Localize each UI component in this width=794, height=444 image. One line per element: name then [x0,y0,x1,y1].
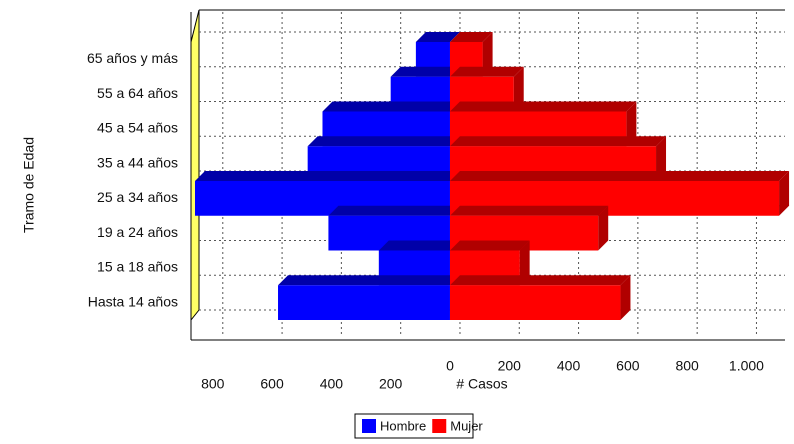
y-tick-label: 45 a 54 años [97,120,178,136]
bar-top-face [449,136,667,147]
bar-side-face [598,205,609,251]
x-tick-label: 600 [616,358,640,374]
x-tick-label: 400 [557,358,581,374]
bar-top-face [378,240,460,251]
y-tick-label: 25 a 34 años [97,189,178,205]
x-tick-label: 200 [379,376,403,392]
bar [278,285,450,320]
x-tick-label: 400 [320,376,344,392]
bar-top-face [449,32,493,42]
bar-side-face [620,275,631,320]
legend-swatch [432,419,447,433]
y-tick-label: 35 a 44 años [97,154,178,170]
bar-side-face [779,171,790,216]
legend-label: Mujer [450,418,483,433]
bar-top-face [449,66,524,77]
bar-side-face [482,32,493,77]
bar-top-face [449,275,631,286]
x-tick-label: 0 [446,358,454,374]
x-tick-label: 800 [675,358,699,374]
y-tick-label: 19 a 24 años [97,224,178,240]
x-tick-label: 1.000 [729,358,764,374]
x-axis-title: # Casos [456,376,507,392]
bar-top-face [328,205,460,216]
bar-side-face [519,240,530,286]
legend-label: Hombre [380,418,426,433]
bar-top-face [415,32,460,42]
y-tick-label: Hasta 14 años [88,293,178,309]
y-tick-label: 15 a 18 años [97,259,178,275]
bar-top-face [449,240,530,251]
y-tick-label: 65 años y más [87,50,178,66]
bar-top-face [449,205,609,216]
bar-top-face [390,66,460,77]
x-tick-label: 200 [498,358,522,374]
bar-side-face [513,66,524,112]
bar-top-face [195,171,460,181]
bar-side-face [626,101,637,147]
x-tick-label: 600 [260,376,284,392]
x-tick-label: 800 [201,376,225,392]
legend-swatch [362,419,376,433]
bar-top-face [307,136,460,147]
bar-top-face [278,275,460,286]
bar [449,285,621,320]
y-tick-label: 55 a 64 años [97,85,178,101]
bar-side-face [656,136,667,181]
y-axis-title: Tramo de Edad [21,137,37,233]
side-wall [190,9,200,322]
bar-top-face [449,171,790,181]
bar-top-face [449,101,637,112]
bar-top-face [322,101,460,112]
